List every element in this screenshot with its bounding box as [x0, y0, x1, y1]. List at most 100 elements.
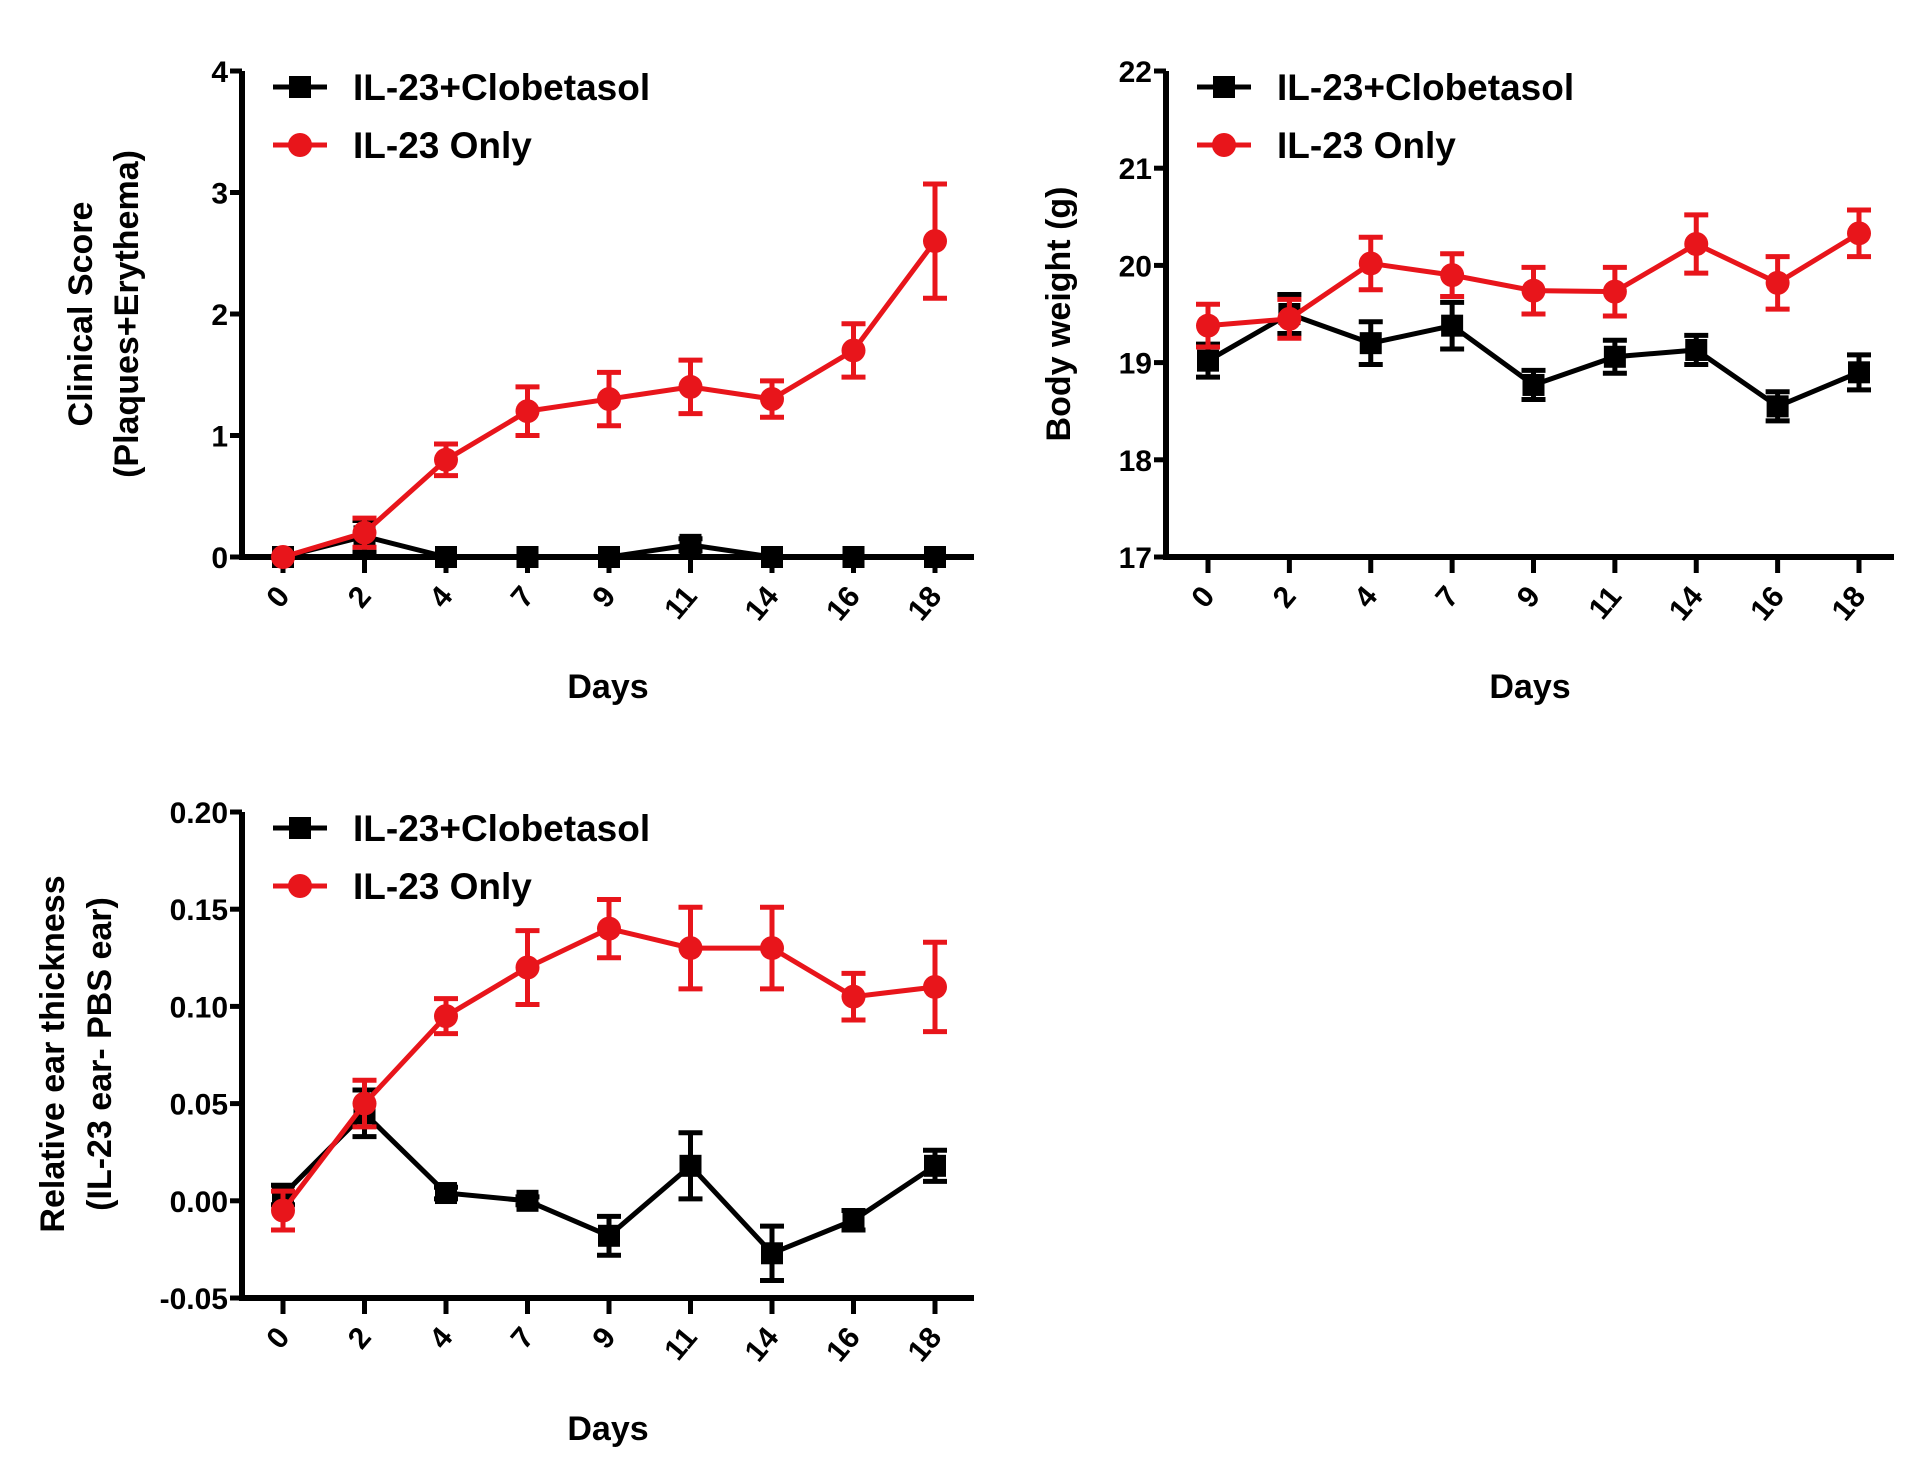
- x-tick-label: 0: [260, 1321, 296, 1355]
- data-point-square: [761, 546, 783, 568]
- chart-panel-2: 17 18 19 20 21 22 0 2 4 7 9 11 14 16 18 Days Body weight…: [1040, 56, 1894, 706]
- x-tick-label: 2: [1267, 580, 1303, 614]
- legend-entry: IL-23+Clobetasol: [273, 808, 650, 849]
- x-tick-label: 11: [658, 1321, 704, 1367]
- series-il-23-clobetasol: [1196, 292, 1871, 424]
- y-axis-label: Clinical Score: [62, 202, 100, 427]
- data-point-circle: [1765, 270, 1790, 295]
- data-point-circle: [760, 387, 784, 412]
- data-point-circle: [678, 374, 703, 399]
- legend-entry: IL-23 Only: [273, 125, 532, 166]
- y-tick-label: 2: [211, 299, 228, 332]
- y-tick-label: 3: [211, 178, 228, 211]
- data-point-circle: [841, 338, 866, 363]
- y-tick-label: 0.05: [170, 1089, 228, 1122]
- x-tick-label: 2: [342, 580, 378, 614]
- data-point-square: [1359, 332, 1382, 355]
- data-point-square: [924, 1154, 946, 1177]
- y-tick-label: 20: [1119, 250, 1152, 283]
- y-tick-label: 0.10: [170, 991, 228, 1024]
- x-tick-label: 0: [260, 580, 296, 614]
- x-tick-label: 14: [739, 1321, 786, 1368]
- y-tick-label: 22: [1119, 56, 1152, 89]
- y-tick-label: 0: [211, 542, 228, 575]
- y-tick-label: 0.15: [170, 894, 228, 927]
- series-il-23-only: [271, 181, 947, 569]
- x-tick-label: 0: [1185, 580, 1221, 614]
- legend-label: IL-23 Only: [353, 125, 532, 166]
- x-tick-label: 7: [505, 580, 541, 614]
- data-point-circle: [515, 399, 540, 424]
- data-point-square: [1685, 338, 1708, 361]
- data-point-circle: [923, 974, 947, 999]
- data-point-square: [1197, 349, 1219, 372]
- data-point-square: [1603, 345, 1626, 368]
- data-point-circle: [434, 447, 458, 472]
- x-tick-label: 18: [1826, 580, 1873, 627]
- data-point-circle: [597, 387, 621, 412]
- x-tick-label: 4: [423, 580, 459, 614]
- data-point-square: [761, 1242, 783, 1265]
- legend-entry: IL-23+Clobetasol: [273, 67, 650, 108]
- data-point-circle: [515, 955, 540, 980]
- data-point-square: [435, 1182, 457, 1205]
- y-tick-label: 4: [211, 56, 228, 89]
- data-point-square: [842, 1209, 865, 1232]
- x-tick-label: 11: [658, 580, 704, 626]
- data-point-circle: [271, 545, 295, 569]
- x-tick-label: 16: [1744, 580, 1791, 627]
- x-tick-label: 4: [1348, 580, 1384, 614]
- data-point-circle: [1277, 306, 1302, 331]
- x-tick-label: 16: [820, 1321, 867, 1368]
- x-tick-label: 9: [1511, 580, 1547, 614]
- x-tick-label: 11: [1583, 580, 1629, 626]
- y-tick-label: 0.20: [170, 797, 228, 830]
- data-point-circle: [352, 520, 377, 545]
- legend-entry: IL-23+Clobetasol: [1197, 67, 1574, 108]
- series-il-23-only: [1196, 207, 1871, 350]
- data-point-circle: [1847, 221, 1871, 246]
- legend-square-icon: [289, 76, 311, 98]
- data-point-circle: [352, 1091, 377, 1116]
- legend-square-icon: [1213, 76, 1235, 98]
- data-point-square: [1848, 361, 1870, 384]
- data-point-square: [516, 1189, 539, 1212]
- data-point-circle: [271, 1198, 295, 1223]
- y-tick-label: 0.00: [170, 1186, 228, 1219]
- y-tick-label: -0.05: [160, 1283, 228, 1316]
- data-point-square: [598, 1224, 620, 1247]
- legend-circle-icon: [288, 133, 312, 157]
- data-point-square: [1766, 395, 1789, 418]
- data-point-circle: [434, 1004, 458, 1029]
- data-point-circle: [760, 936, 784, 961]
- series-il-23-clobetasol: [271, 1087, 947, 1284]
- data-point-circle: [1358, 251, 1383, 276]
- x-tick-label: 2: [342, 1321, 378, 1355]
- x-tick-label: 18: [902, 1321, 949, 1368]
- legend-label: IL-23+Clobetasol: [353, 808, 650, 849]
- legend-entry: IL-23 Only: [1197, 125, 1456, 166]
- chart-panel-3: -0.05 0.00 0.05 0.10 0.15 0.20 0 2 4 7 9 11 14 16 18 Da…: [34, 797, 974, 1448]
- legend-square-icon: [289, 817, 311, 839]
- x-axis-label: Days: [1489, 668, 1570, 706]
- data-point-square: [435, 546, 457, 568]
- y-tick-label: 17: [1119, 542, 1152, 575]
- data-point-circle: [1602, 279, 1627, 304]
- data-point-circle: [1684, 232, 1709, 257]
- x-tick-label: 7: [1429, 580, 1465, 614]
- data-point-circle: [1521, 278, 1546, 303]
- y-tick-label: 19: [1119, 348, 1152, 381]
- x-axis-label: Days: [567, 668, 648, 706]
- data-point-square: [516, 546, 539, 568]
- x-tick-label: 7: [505, 1321, 541, 1355]
- x-tick-label: 4: [423, 1321, 459, 1355]
- data-point-square: [679, 533, 702, 556]
- x-tick-label: 9: [586, 1321, 622, 1355]
- x-tick-label: 18: [902, 580, 949, 627]
- y-axis-label: (Plaques+Erythema): [108, 150, 146, 478]
- data-point-circle: [597, 916, 621, 941]
- legend-label: IL-23 Only: [353, 866, 532, 907]
- data-point-square: [924, 546, 946, 568]
- data-point-circle: [678, 936, 703, 961]
